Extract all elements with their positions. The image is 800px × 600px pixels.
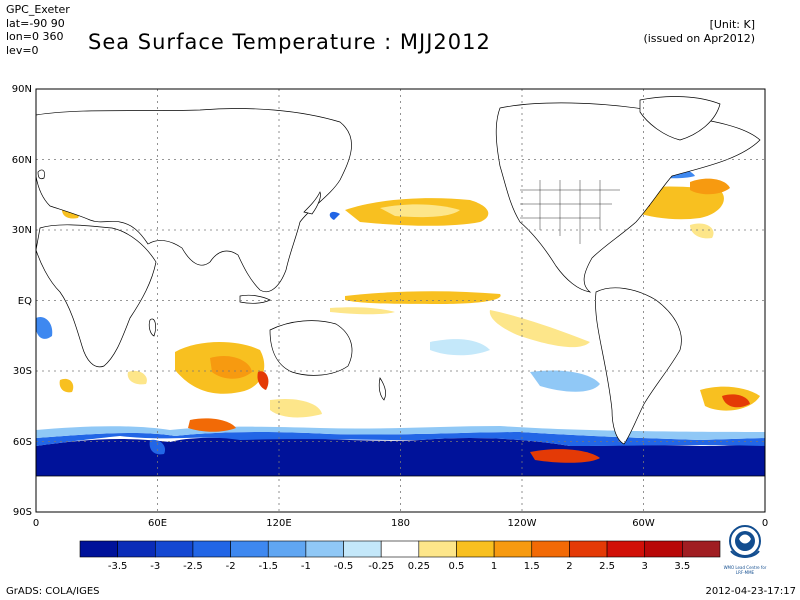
footer-timestamp: 2012-04-23-17:17 xyxy=(705,586,796,597)
lon-tick-label: 180 xyxy=(391,518,410,529)
colorbar-label: 0.25 xyxy=(408,561,430,572)
map-frame xyxy=(35,88,766,513)
colorbar-swatch xyxy=(230,540,269,558)
metadata-block: GPC_Exeter lat=-90 90 lon=0 360 lev=0 xyxy=(6,3,70,57)
colorbar-swatches xyxy=(79,540,721,558)
wmo-logo xyxy=(729,525,761,558)
colorbar-swatch xyxy=(79,540,118,558)
lat-tick-label: 30N xyxy=(12,225,32,236)
lat-tick-label: EQ xyxy=(18,296,32,307)
colorbar-swatch xyxy=(380,540,420,558)
lat-tick-label: 30S xyxy=(13,366,32,377)
lat-axis: 90N 60N 30N EQ 30S 60S 90S xyxy=(12,84,32,518)
lat-range-label: lat=-90 90 xyxy=(6,16,65,30)
unit-label: [Unit: K] xyxy=(709,18,755,31)
lat-tick-label: 90S xyxy=(13,507,32,518)
lon-tick-label: 60E xyxy=(148,518,167,529)
colorbar-swatch xyxy=(606,540,646,558)
lat-tick-label: 60N xyxy=(12,155,32,166)
colorbar-label: -3.5 xyxy=(108,561,128,572)
colorbar-swatch xyxy=(117,540,156,558)
lon-tick-label: 60W xyxy=(632,518,655,529)
colorbar-swatch xyxy=(682,540,721,558)
wmo-logo-text: WMO Lead Centre for LRF-MME xyxy=(723,565,767,575)
colorbar-swatch xyxy=(644,540,683,558)
colorbar-swatch xyxy=(305,540,344,558)
colorbar-swatch xyxy=(569,540,608,558)
colorbar-label: 3 xyxy=(642,561,648,572)
colorbar-swatch xyxy=(456,540,495,558)
colorbar-swatch xyxy=(493,540,533,558)
colorbar-label: 1.5 xyxy=(524,561,540,572)
issued-label: (issued on Apr2012) xyxy=(643,32,755,45)
footer-software-label: GrADS: COLA/IGES xyxy=(6,586,100,597)
colorbar-swatch xyxy=(192,540,231,558)
lat-tick-label: 90N xyxy=(12,84,32,95)
colorbar-label: -0.25 xyxy=(368,561,394,572)
colorbar-label: -3 xyxy=(150,561,160,572)
center-label: GPC_Exeter xyxy=(6,3,70,16)
continents xyxy=(36,96,765,512)
colorbar-label: -1 xyxy=(301,561,311,572)
graticule xyxy=(36,89,765,512)
lon-axis: 0 60E 120E 180 120W 60W 0 xyxy=(33,518,768,529)
se-pacific-cold xyxy=(489,310,590,348)
colorbar-label: 2.5 xyxy=(599,561,615,572)
colorbar-label: 0.5 xyxy=(449,561,465,572)
lon-tick-label: 120W xyxy=(508,518,537,529)
lon-tick-label: 120E xyxy=(266,518,291,529)
colorbar-swatch xyxy=(267,540,307,558)
us-state-lines xyxy=(520,180,620,244)
level-label: lev=0 xyxy=(6,43,39,57)
colorbar-swatch xyxy=(154,540,194,558)
colorbar-label: -0.5 xyxy=(334,561,354,572)
colorbar-labels: -3.5 -3 -2.5 -2 -1.5 -1 -0.5 -0.25 0.25 0.5 1 1.5 2 2… xyxy=(108,561,690,572)
colorbar-swatch xyxy=(343,540,382,558)
map-title: Sea Surface Temperature : MJJ2012 xyxy=(88,30,491,54)
colorbar-swatch xyxy=(531,540,570,558)
colorbar-swatch xyxy=(418,540,457,558)
colorbar-label: -2 xyxy=(226,561,236,572)
colorbar-label: -1.5 xyxy=(258,561,278,572)
lon-tick-label: 0 xyxy=(33,518,39,529)
colorbar-label: 1 xyxy=(491,561,497,572)
lat-tick-label: 60S xyxy=(13,437,32,448)
lon-tick-label: 0 xyxy=(762,518,768,529)
colorbar-label: -2.5 xyxy=(183,561,203,572)
colorbar-label: 3.5 xyxy=(674,561,690,572)
equatorial-warm-tongue xyxy=(345,291,501,304)
unit-block: [Unit: K] (issued on Apr2012) xyxy=(643,18,755,46)
colorbar-label: 2 xyxy=(566,561,572,572)
lon-range-label: lon=0 360 xyxy=(6,30,64,43)
